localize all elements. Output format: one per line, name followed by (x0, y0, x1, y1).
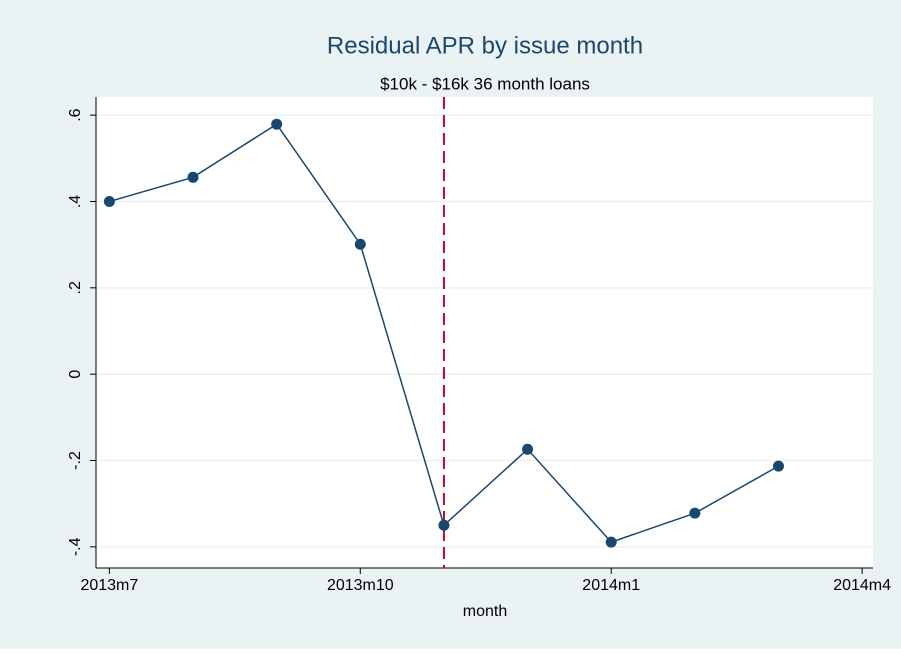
x-tick-label: 2013m7 (80, 577, 138, 594)
y-tick-label: .4 (67, 195, 84, 208)
marker (103, 195, 115, 207)
y-tick-label: .2 (67, 281, 84, 294)
x-axis-label: month (463, 603, 507, 620)
x-tick-label: 2014m1 (582, 577, 640, 594)
marker (187, 171, 199, 183)
marker (772, 460, 784, 472)
y-tick-label: -.4 (67, 537, 84, 556)
chart-subtitle: $10k - $16k 36 month loans (380, 74, 590, 93)
x-tick-label: 2014m4 (833, 577, 891, 594)
chart-title: Residual APR by issue month (327, 32, 643, 59)
y-tick-label: .6 (67, 108, 84, 121)
marker (271, 118, 283, 130)
marker (438, 519, 450, 531)
plot-area (96, 97, 873, 568)
y-tick-label: 0 (67, 370, 84, 379)
marker (605, 536, 617, 548)
marker (522, 443, 534, 455)
marker (354, 238, 366, 250)
marker (689, 507, 701, 519)
x-tick-label: 2013m10 (327, 577, 394, 594)
y-tick-label: -.2 (67, 451, 84, 470)
